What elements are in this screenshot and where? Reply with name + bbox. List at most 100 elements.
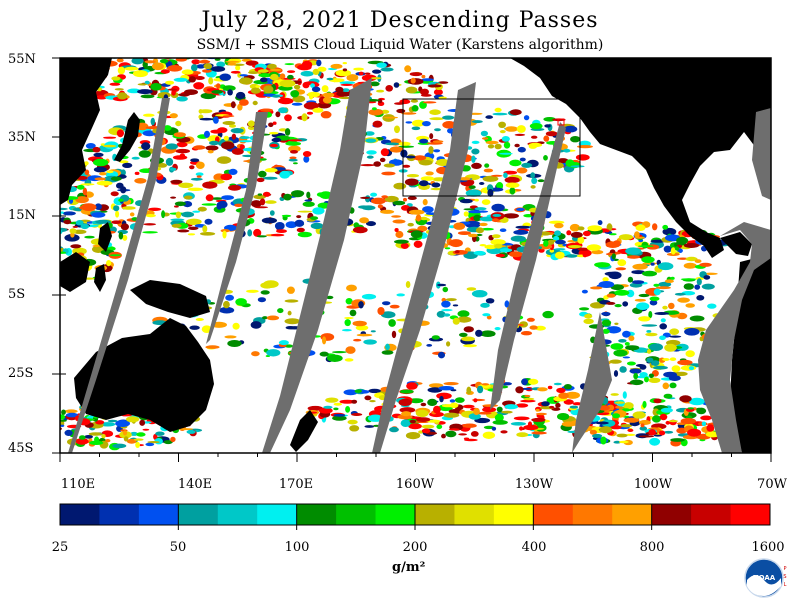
cloud-cell bbox=[109, 82, 121, 86]
cloud-cell bbox=[132, 70, 148, 78]
colorbar-label-1600: 1600 bbox=[751, 540, 785, 555]
cloud-cell bbox=[555, 239, 566, 245]
cloud-cell bbox=[555, 402, 561, 408]
cloud-cell bbox=[490, 174, 503, 177]
cloud-cell bbox=[632, 280, 645, 284]
cloud-cell bbox=[293, 84, 301, 90]
cloud-cell bbox=[445, 298, 457, 302]
cloud-cell bbox=[563, 384, 572, 390]
cloud-cell bbox=[89, 58, 92, 59]
cloud-cell bbox=[415, 214, 422, 222]
cloud-cell bbox=[452, 317, 460, 325]
cloud-cell bbox=[254, 206, 269, 209]
cloud-cell bbox=[302, 151, 312, 157]
cloud-cell bbox=[183, 195, 193, 200]
cloud-cell bbox=[34, 82, 42, 87]
cloud-cell bbox=[395, 230, 404, 239]
cloud-cell bbox=[432, 140, 444, 143]
cloud-cell bbox=[459, 332, 468, 337]
cloud-cell bbox=[119, 160, 129, 164]
cloud-cell bbox=[637, 245, 654, 248]
cloud-cell bbox=[441, 309, 453, 312]
colorbar-swatch bbox=[336, 504, 377, 525]
cloud-cell bbox=[479, 244, 487, 247]
cloud-cell bbox=[84, 169, 90, 176]
cloud-cell bbox=[394, 228, 399, 232]
cloud-cell bbox=[227, 89, 233, 96]
cloud-cell bbox=[319, 351, 329, 357]
cloud-cell bbox=[484, 244, 498, 250]
cloud-cell bbox=[120, 169, 126, 176]
cloud-cell bbox=[231, 148, 244, 155]
cloud-cell bbox=[360, 164, 376, 167]
cloud-cell bbox=[634, 236, 646, 239]
cloud-cell bbox=[419, 138, 429, 144]
land-north-america bbox=[510, 58, 771, 258]
cloud-cell bbox=[707, 303, 717, 309]
cloud-cell bbox=[563, 125, 578, 133]
cloud-cell bbox=[360, 196, 371, 199]
cloud-cell bbox=[468, 233, 478, 238]
cloud-cell bbox=[28, 68, 40, 70]
cloud-cell bbox=[142, 428, 150, 431]
cloud-cell bbox=[318, 407, 333, 414]
cloud-cell bbox=[364, 395, 372, 401]
cloud-cell bbox=[277, 308, 284, 314]
cloud-cell bbox=[343, 389, 358, 396]
cloud-cell bbox=[468, 185, 476, 190]
cloud-cell bbox=[367, 414, 383, 422]
lat-label-5s: 5S bbox=[8, 287, 26, 302]
cloud-cell bbox=[84, 435, 93, 439]
cloud-cell bbox=[422, 198, 428, 206]
cloud-cell bbox=[186, 429, 196, 434]
cloud-cell bbox=[389, 146, 404, 153]
cloud-cell bbox=[46, 426, 52, 429]
cloud-cell bbox=[196, 64, 206, 69]
cloud-cell bbox=[213, 116, 219, 124]
cloud-cell bbox=[528, 378, 539, 385]
cloud-cell bbox=[517, 146, 526, 153]
cloud-cell bbox=[287, 74, 294, 80]
cloud-cell bbox=[700, 415, 712, 421]
cloud-cell bbox=[120, 52, 127, 57]
cloud-cell bbox=[454, 397, 465, 403]
cloud-cell bbox=[553, 382, 562, 386]
cloud-cell bbox=[554, 230, 562, 236]
cloud-cell bbox=[494, 243, 503, 249]
cloud-cell bbox=[601, 319, 612, 326]
cloud-cell bbox=[316, 59, 322, 67]
cloud-cell bbox=[95, 219, 111, 224]
cloud-cell bbox=[652, 223, 658, 231]
cloud-cell bbox=[346, 284, 357, 292]
colorbar-swatch bbox=[60, 504, 100, 525]
cloud-cell bbox=[549, 249, 555, 253]
cloud-cell bbox=[262, 191, 271, 197]
cloud-cell bbox=[638, 316, 651, 322]
cloud-cell bbox=[481, 383, 490, 386]
cloud-cell bbox=[103, 136, 117, 139]
cloud-cell bbox=[250, 321, 262, 329]
cloud-cell bbox=[509, 159, 522, 167]
noaa-logo-text: NOAA bbox=[753, 574, 776, 582]
cloud-cell bbox=[537, 179, 545, 183]
cloud-cell bbox=[521, 162, 533, 168]
cloud-cell bbox=[368, 388, 381, 394]
lon-label-160w: 160W bbox=[395, 477, 435, 492]
cloud-cell bbox=[398, 145, 415, 148]
cloud-cell bbox=[96, 180, 113, 186]
cloud-cell bbox=[662, 358, 670, 361]
cloud-cell bbox=[544, 124, 551, 128]
cloud-cell bbox=[613, 349, 628, 357]
cloud-cell bbox=[546, 240, 555, 246]
cloud-cell bbox=[685, 303, 695, 308]
cloud-cell bbox=[278, 107, 288, 114]
cloud-cell bbox=[145, 214, 156, 218]
cloud-cell bbox=[543, 240, 549, 247]
cloud-cell bbox=[252, 100, 258, 106]
cloud-cell bbox=[408, 209, 425, 215]
cloud-cell bbox=[176, 96, 188, 102]
cloud-cell bbox=[531, 417, 546, 422]
cloud-cell bbox=[530, 172, 536, 179]
cloud-cell bbox=[407, 222, 414, 227]
cloud-cell bbox=[392, 200, 406, 206]
